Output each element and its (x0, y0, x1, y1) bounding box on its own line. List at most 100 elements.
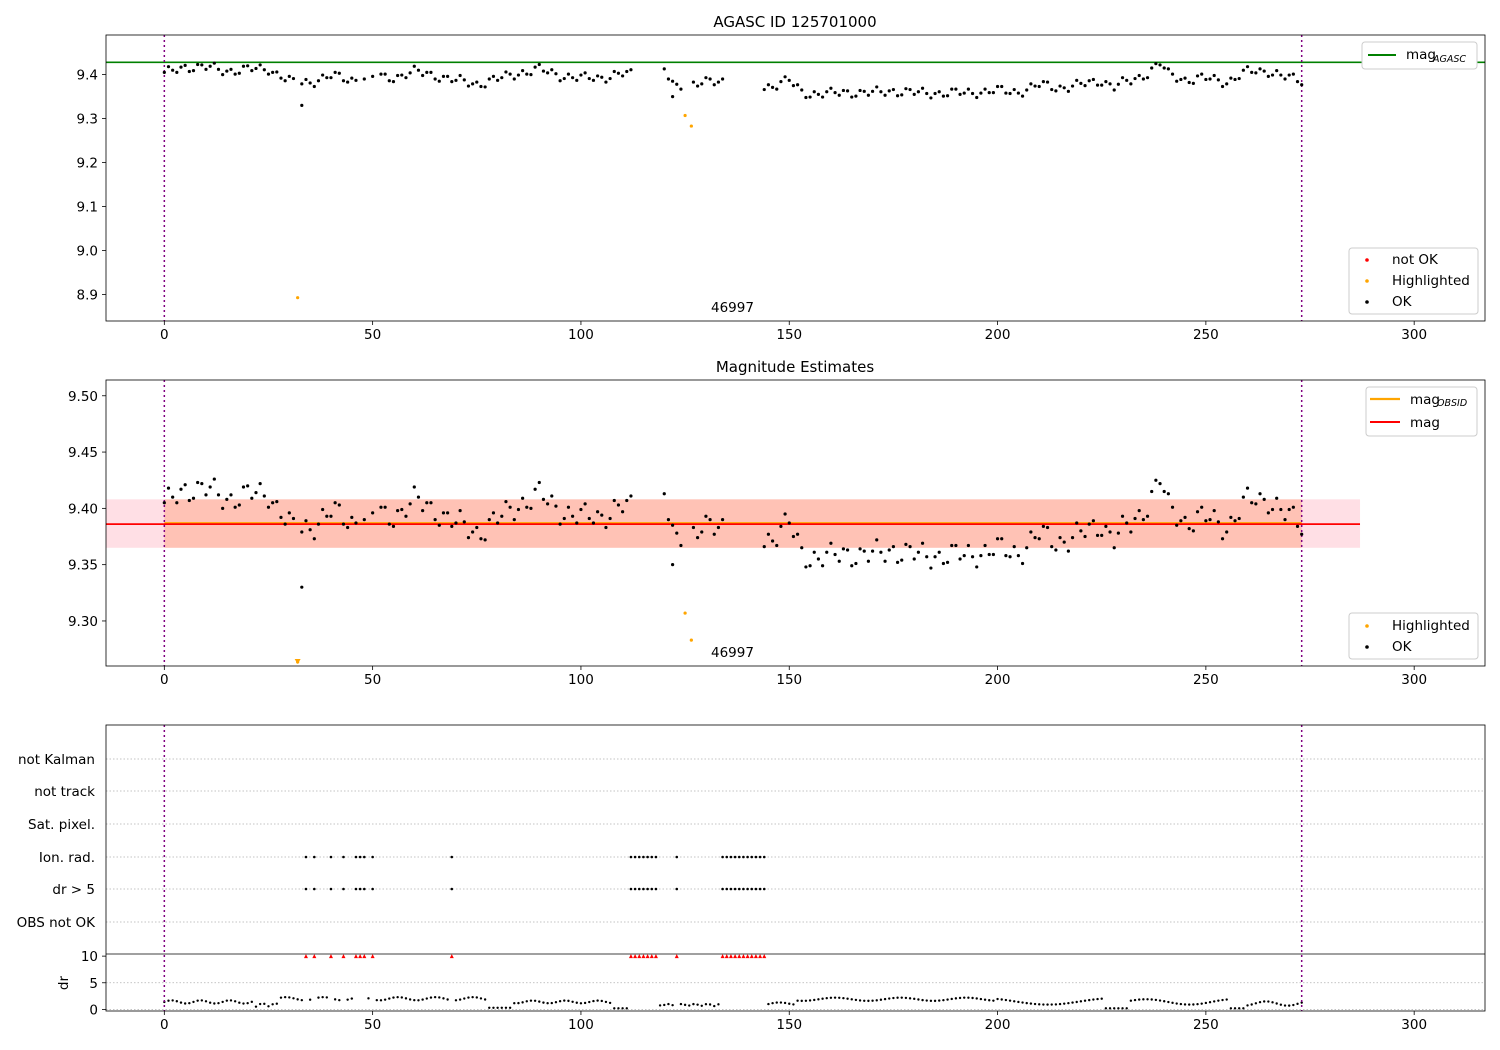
ok-point (920, 541, 925, 545)
dr-point (529, 999, 533, 1002)
ok-point (870, 89, 875, 93)
ok-point (770, 85, 775, 89)
p2-xtick-label: 100 (568, 672, 594, 688)
ok-point (804, 565, 808, 569)
dr-point (854, 998, 858, 1002)
ok-point (970, 91, 975, 96)
ok-point (833, 552, 837, 557)
dr-point (613, 1007, 616, 1010)
dr-point (504, 1006, 508, 1010)
ok-point (1070, 84, 1075, 88)
dr-point (1142, 998, 1145, 1001)
dr-point (875, 999, 878, 1002)
ok-point (904, 87, 908, 91)
dr-clipped-marker (645, 954, 650, 959)
ok-point (508, 72, 512, 76)
p2-frame (105, 379, 1486, 667)
dr-point (596, 999, 599, 1002)
dr-point (1271, 1001, 1274, 1004)
ok-point (500, 76, 504, 80)
ok-point (550, 494, 554, 498)
ok-point (600, 75, 604, 79)
dr-point (717, 1003, 720, 1006)
ok-point (291, 516, 296, 521)
ok-point (862, 89, 866, 93)
ok-point (204, 67, 208, 71)
ok-point (1241, 68, 1245, 72)
ok-point (1212, 73, 1216, 78)
ok-point (191, 496, 196, 500)
dr-point (825, 996, 828, 1000)
ok-point (579, 73, 583, 77)
ok-point (471, 82, 475, 86)
p1-ytick-label: 8.9 (77, 288, 98, 304)
ok-point (1133, 516, 1137, 521)
ok-point (271, 70, 275, 74)
dr-point (975, 997, 978, 1000)
dr-clipped-marker (341, 954, 346, 959)
ok-point (229, 67, 233, 71)
ok-point (1129, 530, 1133, 534)
ok-point (166, 486, 171, 490)
ok-point (1216, 78, 1220, 82)
dr-point (258, 1002, 262, 1006)
flag-point (746, 855, 749, 859)
ok-point (854, 561, 858, 566)
dr-axis-label: dr (56, 975, 72, 990)
dr-point (921, 998, 924, 1002)
ok-point (591, 521, 596, 525)
ok-point (1250, 70, 1254, 74)
ok-point (929, 96, 933, 100)
ok-point (1254, 71, 1258, 75)
ok-point (695, 536, 700, 540)
dr-point (1096, 997, 1099, 1001)
ok-point (1166, 492, 1170, 496)
ok-point (1200, 505, 1204, 509)
ok-point (379, 72, 383, 76)
dr-point (963, 996, 966, 999)
ok-point (1279, 507, 1283, 512)
dr-point (533, 999, 537, 1002)
ok-point (412, 485, 416, 489)
dr-point (1129, 999, 1133, 1002)
dr-point (1113, 1007, 1116, 1010)
ok-point (833, 91, 837, 95)
ok-point (1108, 530, 1112, 534)
dr-point (1017, 1000, 1020, 1004)
dr-point (604, 1000, 608, 1004)
ok-point (179, 487, 183, 491)
ok-point (966, 543, 970, 548)
ok-point (983, 87, 987, 91)
ok-point (396, 73, 400, 78)
dr-point (1200, 1002, 1203, 1005)
dr-point (846, 997, 849, 1000)
ok-point (837, 93, 841, 97)
dr-point (858, 999, 862, 1002)
p2-ytick-label: 9.50 (68, 389, 98, 405)
dr-point (446, 998, 449, 1001)
flag-point (746, 887, 749, 891)
dr-point (883, 997, 887, 1001)
dr-point (925, 999, 928, 1002)
dr-point (442, 997, 445, 1000)
ok-point (1166, 67, 1170, 71)
dr-point (863, 999, 866, 1002)
ok-point (1225, 530, 1229, 534)
ok-point (825, 550, 829, 554)
dr-point (1150, 998, 1153, 1001)
dr-point (592, 999, 595, 1003)
ok-point (1116, 82, 1120, 86)
ok-point (1216, 520, 1220, 524)
ok-point (612, 498, 616, 503)
ok-point (1029, 82, 1033, 86)
dr-point (1133, 998, 1137, 1002)
ok-point (812, 90, 816, 94)
ok-point (670, 523, 675, 527)
ok-point (779, 80, 783, 84)
flag-point (629, 887, 633, 891)
ok-point (775, 543, 779, 548)
p3-xtick-label: 50 (364, 1017, 381, 1033)
dr-point (183, 1002, 187, 1005)
dr-point (1188, 1003, 1191, 1006)
ok-point (350, 76, 354, 80)
